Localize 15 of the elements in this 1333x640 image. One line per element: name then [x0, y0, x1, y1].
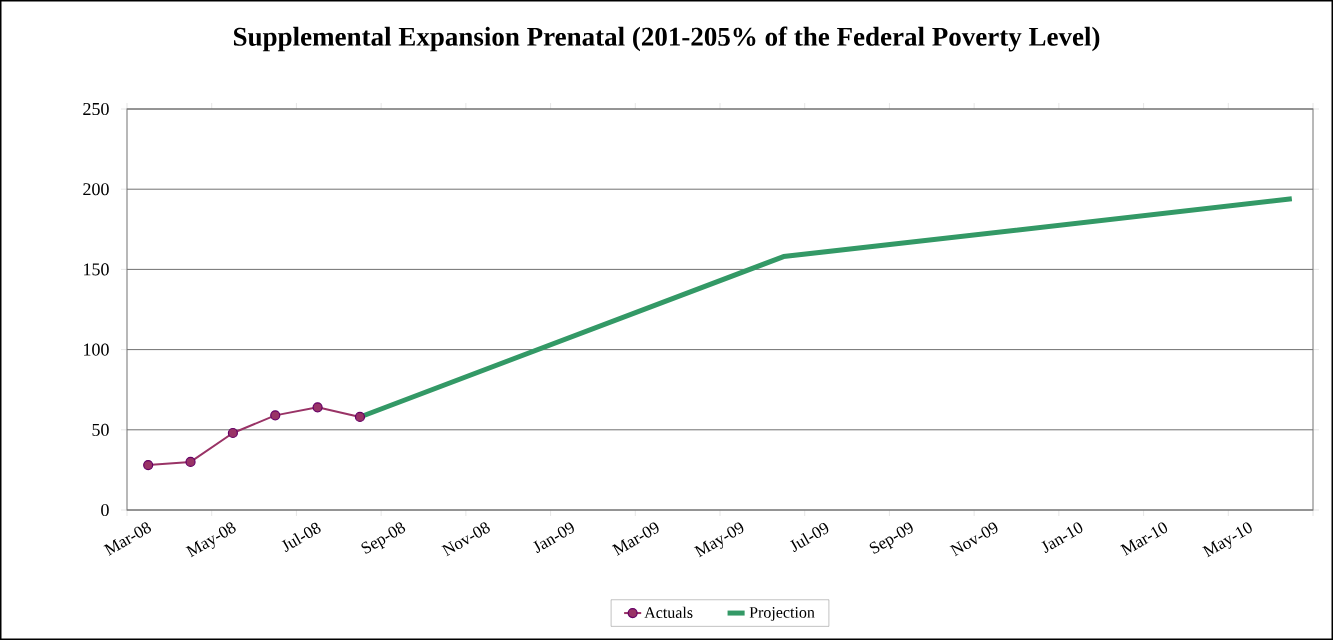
y-tick-label: 50 [92, 423, 109, 436]
point [227, 427, 238, 439]
point [354, 411, 366, 423]
point [312, 402, 323, 413]
y-tick-label: 200 [83, 183, 109, 196]
point [143, 459, 154, 471]
chart-title: Supplemental Expansion Prenatal (201-205% of the Federal Poverty Level) [233, 26, 1100, 52]
y-tick-label: 0 [101, 503, 109, 517]
y-tick-label: 100 [84, 343, 109, 356]
point [185, 456, 196, 467]
y-tick-label: 150 [84, 263, 109, 276]
point [270, 410, 281, 421]
y-tick-label: 250 [83, 102, 109, 116]
legend-label: Projection [749, 607, 815, 622]
legend-label: Actuals [644, 606, 693, 619]
